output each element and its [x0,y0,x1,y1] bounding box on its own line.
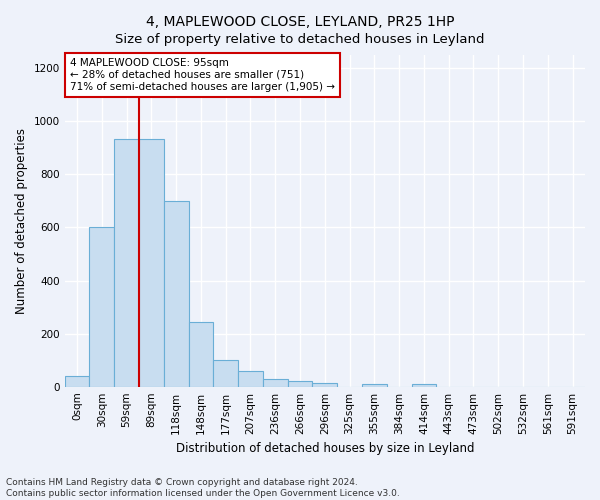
Bar [313,382,337,386]
Bar [188,322,214,386]
X-axis label: Distribution of detached houses by size in Leyland: Distribution of detached houses by size … [176,442,474,455]
Bar [114,138,139,386]
Bar [263,378,287,386]
Bar [139,138,164,386]
Bar [65,376,89,386]
Bar [362,384,387,386]
Text: 4 MAPLEWOOD CLOSE: 95sqm
← 28% of detached houses are smaller (751)
71% of semi-: 4 MAPLEWOOD CLOSE: 95sqm ← 28% of detach… [70,58,335,92]
Bar [287,382,313,386]
Text: Contains HM Land Registry data © Crown copyright and database right 2024.
Contai: Contains HM Land Registry data © Crown c… [6,478,400,498]
Text: 4, MAPLEWOOD CLOSE, LEYLAND, PR25 1HP: 4, MAPLEWOOD CLOSE, LEYLAND, PR25 1HP [146,15,454,29]
Bar [164,201,188,386]
Bar [412,384,436,386]
Bar [89,228,114,386]
Y-axis label: Number of detached properties: Number of detached properties [15,128,28,314]
Bar [214,360,238,386]
Bar [238,371,263,386]
Text: Size of property relative to detached houses in Leyland: Size of property relative to detached ho… [115,32,485,46]
